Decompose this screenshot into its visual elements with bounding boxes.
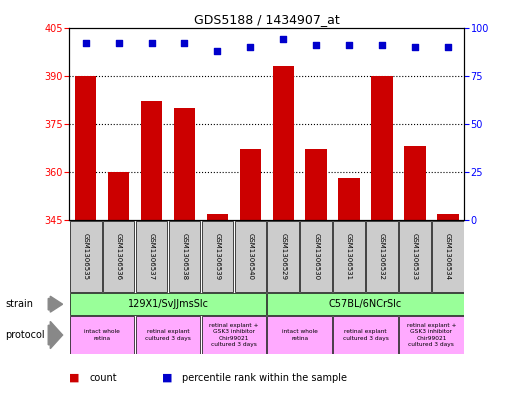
Point [181,40,189,46]
Text: protocol: protocol [5,330,45,340]
Bar [333,316,398,354]
Text: GSM1306538: GSM1306538 [182,233,187,280]
Bar [300,221,332,292]
Bar [399,316,464,354]
Bar [174,108,195,220]
Point [82,40,90,46]
Point [312,42,320,48]
Bar [267,293,464,315]
Text: GSM1306535: GSM1306535 [83,233,89,280]
Text: ■: ■ [162,373,172,383]
Bar [437,214,459,220]
Bar [136,316,200,354]
Bar [234,221,266,292]
Text: GSM1306530: GSM1306530 [313,233,319,280]
Text: GSM1306537: GSM1306537 [149,233,154,280]
Bar [202,221,233,292]
Bar [70,293,266,315]
Bar [305,149,327,220]
Bar [141,101,162,220]
Text: GSM1306539: GSM1306539 [214,233,221,280]
Text: GSM1306529: GSM1306529 [280,233,286,280]
Bar [136,221,167,292]
Text: GSM1306540: GSM1306540 [247,233,253,280]
Text: GSM1306533: GSM1306533 [412,233,418,280]
Bar [103,221,134,292]
Point [444,44,452,50]
Text: retinal explant
cultured 3 days: retinal explant cultured 3 days [145,329,191,341]
Text: C57BL/6NCrSlc: C57BL/6NCrSlc [329,299,402,309]
Text: intact whole
retina: intact whole retina [282,329,318,341]
Text: retinal explant +
GSK3 inhibitor
Chir99021
cultured 3 days: retinal explant + GSK3 inhibitor Chir990… [407,323,456,347]
Text: GSM1306536: GSM1306536 [115,233,122,280]
Text: intact whole
retina: intact whole retina [84,329,120,341]
Bar [432,221,464,292]
Bar [207,214,228,220]
Bar [240,149,261,220]
Bar [267,221,299,292]
Text: count: count [90,373,117,383]
Bar [399,221,431,292]
Text: GSM1306534: GSM1306534 [445,233,451,280]
Bar [366,221,398,292]
Point [279,36,287,42]
Bar [70,316,134,354]
FancyArrow shape [48,321,63,349]
FancyArrow shape [48,296,63,312]
Text: GSM1306531: GSM1306531 [346,233,352,280]
Text: percentile rank within the sample: percentile rank within the sample [182,373,347,383]
Point [147,40,155,46]
Bar [404,146,426,220]
Text: 129X1/SvJJmsSlc: 129X1/SvJJmsSlc [128,299,208,309]
Bar [70,221,102,292]
Bar [267,316,332,354]
Text: strain: strain [5,299,33,309]
Bar [108,172,129,220]
Bar [75,75,96,220]
Point [246,44,254,50]
Text: ■: ■ [69,373,80,383]
Bar [202,316,266,354]
Bar [333,221,365,292]
Bar [339,178,360,220]
Bar [169,221,200,292]
Point [213,48,222,54]
Point [114,40,123,46]
Text: retinal explant +
GSK3 inhibitor
Chir99021
cultured 3 days: retinal explant + GSK3 inhibitor Chir990… [209,323,259,347]
Title: GDS5188 / 1434907_at: GDS5188 / 1434907_at [194,13,340,26]
Text: retinal explant
cultured 3 days: retinal explant cultured 3 days [343,329,388,341]
Text: GSM1306532: GSM1306532 [379,233,385,280]
Point [345,42,353,48]
Bar [272,66,294,220]
Point [378,42,386,48]
Point [411,44,419,50]
Bar [371,75,392,220]
